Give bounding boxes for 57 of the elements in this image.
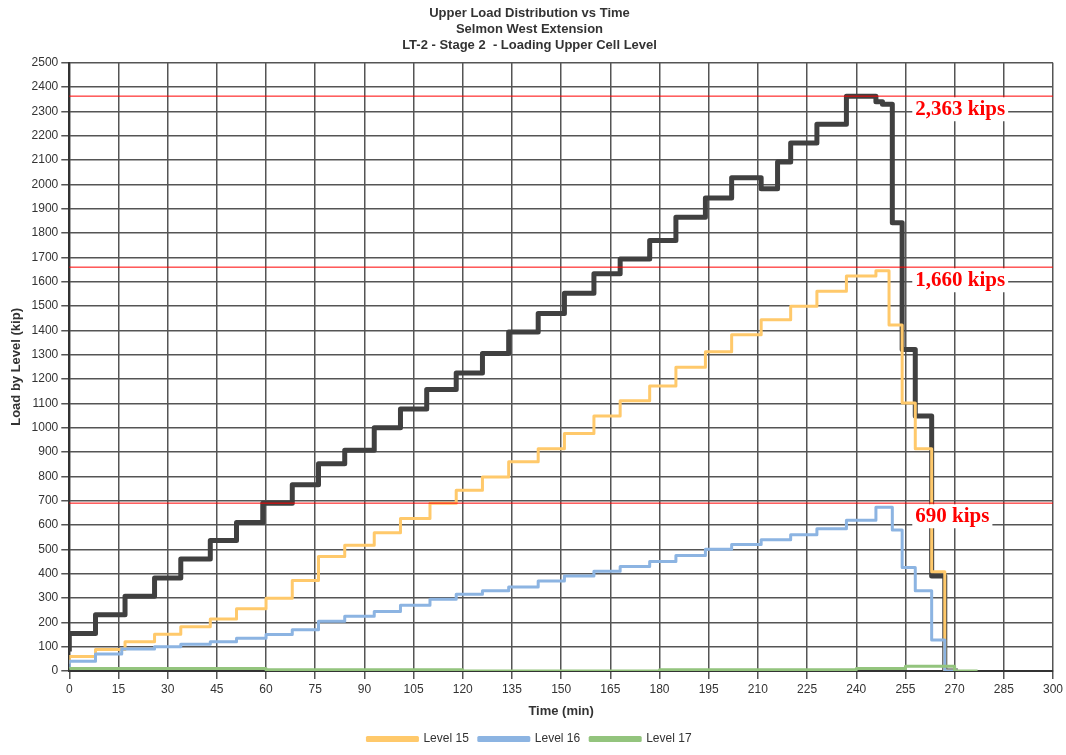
- y-tick-label: 0: [51, 663, 59, 678]
- x-tick-label: 255: [895, 681, 916, 696]
- x-tick-label: 30: [160, 681, 175, 696]
- ref-line-label: 1,660 kips: [915, 266, 1006, 291]
- y-tick-label: 1600: [31, 274, 59, 289]
- legend-label: Level 15: [423, 731, 470, 746]
- x-tick-label: 225: [797, 681, 818, 696]
- y-tick-label: 1100: [32, 395, 59, 410]
- y-tick-label: 1300: [31, 347, 59, 362]
- y-tick-label: 2000: [31, 176, 59, 191]
- y-tick-label: 900: [38, 444, 59, 459]
- y-tick-label: 300: [38, 590, 59, 605]
- ref-line-label: 690 kips: [915, 502, 990, 527]
- y-tick-label: 1900: [31, 201, 59, 216]
- y-tick-label: 1700: [31, 249, 59, 264]
- y-tick-label: 1400: [31, 322, 59, 337]
- y-tick-label: 2400: [31, 79, 59, 94]
- x-tick-label: 135: [501, 681, 523, 696]
- y-tick-label: 1000: [31, 420, 59, 435]
- x-tick-label: 75: [308, 681, 323, 696]
- chart-subtitle: Selmon West Extension LT-2 - Stage 2 - Loading Upper Cell Level: [402, 20, 657, 52]
- x-tick-label: 105: [403, 681, 424, 696]
- y-tick-label: 100: [38, 638, 59, 653]
- y-tick-label: 600: [38, 517, 59, 532]
- x-axis-title: Time (min): [528, 702, 594, 718]
- x-tick-label: 90: [357, 681, 372, 696]
- x-tick-label: 285: [993, 681, 1015, 696]
- y-tick-label: 200: [38, 614, 59, 629]
- y-tick-label: 1200: [31, 371, 59, 386]
- y-tick-label: 2300: [31, 103, 59, 118]
- x-tick-label: 300: [1042, 681, 1064, 696]
- x-tick-label: 165: [600, 681, 621, 696]
- x-tick-label: 15: [111, 681, 126, 696]
- y-tick-label: 2100: [31, 152, 59, 167]
- y-tick-label: 700: [38, 493, 59, 508]
- chart-title: Upper Load Distribution vs Time: [429, 5, 630, 21]
- x-tick-label: 240: [846, 681, 867, 696]
- y-tick-label: 400: [38, 566, 59, 580]
- x-tick-label: 270: [944, 681, 965, 696]
- y-tick-label: 2200: [31, 128, 59, 143]
- y-tick-label: 800: [38, 468, 59, 483]
- y-tick-label: 1800: [31, 225, 59, 240]
- ref-line-label: 2,363 kips: [915, 95, 1006, 120]
- y-tick-label: 500: [38, 541, 59, 556]
- x-tick-label: 150: [551, 681, 572, 696]
- x-tick-label: 60: [259, 681, 274, 696]
- x-tick-label: 180: [649, 681, 670, 696]
- y-tick-label: 1500: [31, 298, 59, 313]
- x-tick-label: 0: [65, 681, 73, 696]
- x-tick-label: 45: [210, 681, 224, 696]
- legend-label: Level 16: [534, 731, 581, 746]
- x-tick-label: 120: [452, 681, 474, 696]
- y-axis-title: Load by Level (kip): [8, 308, 24, 426]
- y-tick-label: 2500: [31, 55, 59, 70]
- x-tick-label: 210: [747, 681, 769, 696]
- legend-label: Level 17: [646, 731, 692, 746]
- x-tick-label: 195: [698, 681, 720, 696]
